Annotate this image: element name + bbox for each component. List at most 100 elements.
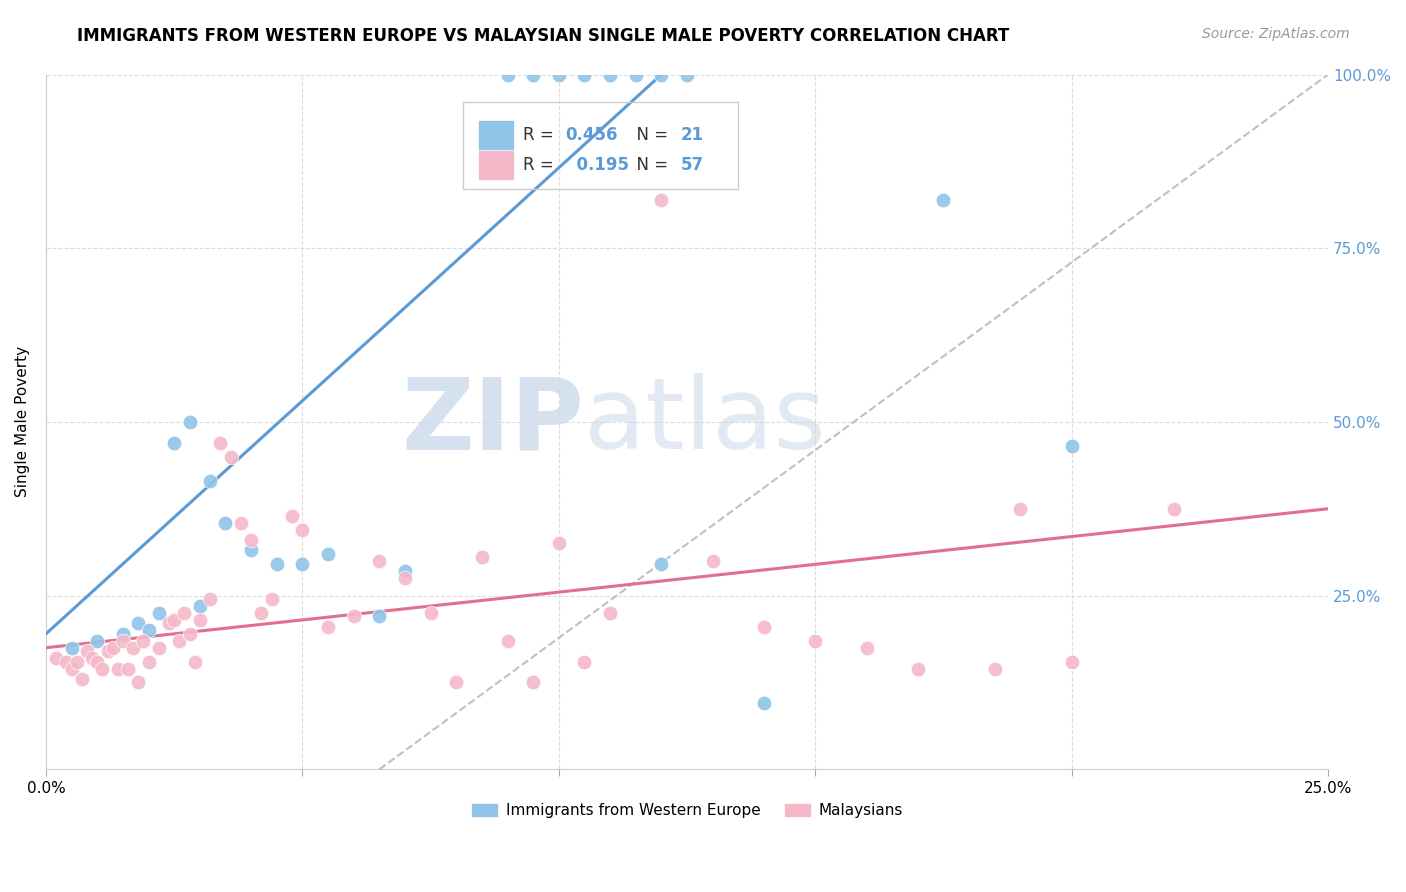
Point	[138, 655, 160, 669]
Point	[368, 554, 391, 568]
Point	[650, 68, 672, 82]
Point	[66, 655, 89, 669]
Point	[198, 592, 221, 607]
Point	[907, 662, 929, 676]
Point	[229, 516, 252, 530]
Point	[574, 68, 596, 82]
Point	[932, 193, 955, 207]
Point	[752, 696, 775, 710]
Bar	[463, 103, 738, 189]
Point	[496, 68, 519, 82]
Point	[148, 640, 170, 655]
Point	[219, 450, 242, 464]
Point	[343, 609, 366, 624]
Point	[1010, 501, 1032, 516]
Point	[107, 662, 129, 676]
Text: IMMIGRANTS FROM WESTERN EUROPE VS MALAYSIAN SINGLE MALE POVERTY CORRELATION CHAR: IMMIGRANTS FROM WESTERN EUROPE VS MALAYS…	[77, 27, 1010, 45]
Point	[96, 644, 118, 658]
Point	[316, 547, 339, 561]
Bar	[478, 120, 515, 151]
Point	[316, 620, 339, 634]
Point	[368, 609, 391, 624]
Point	[240, 533, 263, 547]
Point	[148, 606, 170, 620]
Text: atlas: atlas	[585, 374, 827, 470]
Point	[169, 633, 191, 648]
Point	[188, 599, 211, 613]
Point	[60, 640, 83, 655]
Point	[60, 662, 83, 676]
Text: 0.456: 0.456	[565, 127, 617, 145]
Text: Source: ZipAtlas.com: Source: ZipAtlas.com	[1202, 27, 1350, 41]
Point	[804, 633, 827, 648]
Point	[82, 651, 104, 665]
Text: ZIP: ZIP	[402, 374, 585, 470]
Point	[173, 606, 195, 620]
Point	[163, 435, 186, 450]
Point	[471, 550, 494, 565]
Text: R =: R =	[523, 127, 560, 145]
Point	[76, 644, 98, 658]
Point	[101, 640, 124, 655]
Point	[45, 651, 67, 665]
Point	[183, 655, 205, 669]
Point	[574, 655, 596, 669]
Point	[1163, 501, 1185, 516]
Point	[122, 640, 145, 655]
Point	[281, 508, 304, 523]
Point	[138, 624, 160, 638]
Point	[419, 606, 441, 620]
Point	[55, 655, 77, 669]
Point	[86, 655, 108, 669]
Point	[599, 68, 621, 82]
Text: 21: 21	[681, 127, 704, 145]
Point	[676, 68, 699, 82]
Point	[394, 564, 416, 578]
Point	[250, 606, 273, 620]
Y-axis label: Single Male Poverty: Single Male Poverty	[15, 346, 30, 498]
Point	[260, 592, 283, 607]
Point	[132, 633, 155, 648]
Point	[752, 620, 775, 634]
Point	[127, 616, 149, 631]
Text: N =: N =	[626, 127, 673, 145]
Text: N =: N =	[626, 156, 673, 174]
Point	[522, 675, 544, 690]
Point	[198, 474, 221, 488]
Point	[188, 613, 211, 627]
Point	[163, 613, 186, 627]
Point	[446, 675, 468, 690]
Point	[209, 435, 232, 450]
Point	[70, 672, 93, 686]
Point	[984, 662, 1007, 676]
Point	[1060, 439, 1083, 453]
Point	[1060, 655, 1083, 669]
Bar	[478, 150, 515, 180]
Text: 0.195: 0.195	[565, 156, 630, 174]
Point	[127, 675, 149, 690]
Point	[650, 558, 672, 572]
Point	[522, 68, 544, 82]
Legend: Immigrants from Western Europe, Malaysians: Immigrants from Western Europe, Malaysia…	[465, 797, 910, 824]
Point	[111, 633, 134, 648]
Point	[240, 543, 263, 558]
Point	[496, 633, 519, 648]
Point	[599, 606, 621, 620]
Point	[291, 558, 314, 572]
Text: 57: 57	[681, 156, 704, 174]
Point	[394, 571, 416, 585]
Point	[291, 523, 314, 537]
Point	[179, 627, 201, 641]
Point	[86, 633, 108, 648]
Point	[650, 193, 672, 207]
Point	[179, 415, 201, 429]
Point	[702, 554, 724, 568]
Point	[547, 536, 569, 550]
Point	[91, 662, 114, 676]
Point	[214, 516, 236, 530]
Point	[624, 68, 647, 82]
Point	[111, 627, 134, 641]
Point	[117, 662, 139, 676]
Text: R =: R =	[523, 156, 560, 174]
Point	[157, 616, 180, 631]
